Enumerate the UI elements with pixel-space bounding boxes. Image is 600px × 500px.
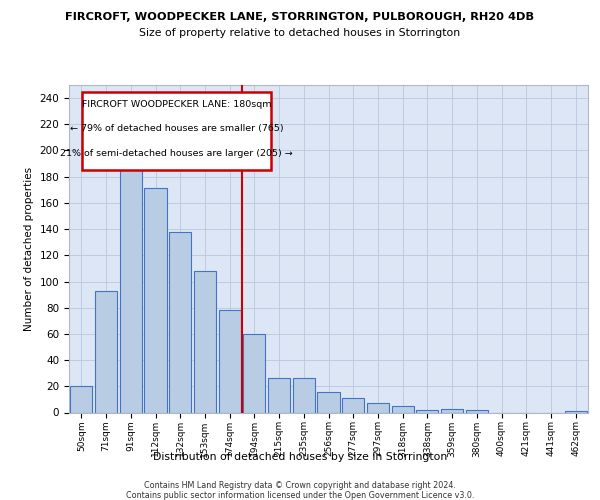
Text: Size of property relative to detached houses in Storrington: Size of property relative to detached ho… (139, 28, 461, 38)
Bar (441, 408, 463, 412)
Bar (95, 290, 117, 412)
Bar (392, 406, 414, 412)
Bar (119, 150, 142, 412)
Bar (317, 392, 340, 412)
Bar (169, 232, 191, 412)
Bar (268, 378, 290, 412)
Text: Contains public sector information licensed under the Open Government Licence v3: Contains public sector information licen… (126, 491, 474, 500)
Bar (218, 310, 241, 412)
Text: Contains HM Land Registry data © Crown copyright and database right 2024.: Contains HM Land Registry data © Crown c… (144, 481, 456, 490)
Text: FIRCROFT, WOODPECKER LANE, STORRINGTON, PULBOROUGH, RH20 4DB: FIRCROFT, WOODPECKER LANE, STORRINGTON, … (65, 12, 535, 22)
Text: FIRCROFT WOODPECKER LANE: 180sqm: FIRCROFT WOODPECKER LANE: 180sqm (82, 100, 271, 108)
Text: ← 79% of detached houses are smaller (765): ← 79% of detached houses are smaller (76… (70, 124, 284, 134)
Text: 21% of semi-detached houses are larger (205) →: 21% of semi-detached houses are larger (… (61, 149, 293, 158)
FancyBboxPatch shape (82, 92, 271, 170)
Bar (466, 410, 488, 412)
Bar (367, 404, 389, 412)
Bar (342, 398, 364, 412)
Bar (194, 271, 216, 412)
Text: Distribution of detached houses by size in Storrington: Distribution of detached houses by size … (153, 452, 447, 462)
Bar (70, 386, 92, 412)
Bar (243, 334, 265, 412)
Bar (416, 410, 439, 412)
Bar (565, 411, 587, 412)
Bar (293, 378, 315, 412)
Bar (145, 188, 167, 412)
Y-axis label: Number of detached properties: Number of detached properties (24, 166, 34, 331)
